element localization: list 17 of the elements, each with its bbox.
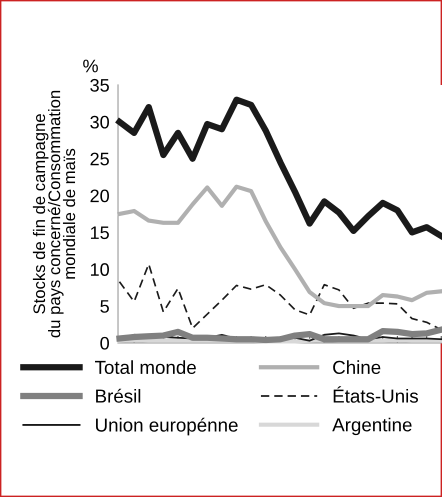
text: % <box>83 60 98 72</box>
legend-label: États-Unis <box>334 386 418 403</box>
legend-label: Argentine <box>332 418 412 436</box>
legend-label: Total monde <box>95 360 196 374</box>
y-tick-label: 25 <box>90 152 109 166</box>
y-tick-label: 30 <box>90 116 109 129</box>
y-tick-label: 15 <box>90 226 109 240</box>
legend-label: Union europénne <box>96 418 238 436</box>
y-tick-label: 35 <box>90 78 109 92</box>
y-axis-title: Stocks de fin de campagne du pays concerné/Consommation mondiale de maïs <box>32 90 76 338</box>
y-tick-label: 5 <box>100 300 109 313</box>
legend-label: Brésil <box>96 388 140 403</box>
line-series <box>117 184 442 308</box>
legend-label: Chine <box>333 360 380 374</box>
y-tick-label: 0 <box>100 336 109 350</box>
y-tick-label: 20 <box>90 189 109 202</box>
y-tick-label: 10 <box>90 263 109 276</box>
